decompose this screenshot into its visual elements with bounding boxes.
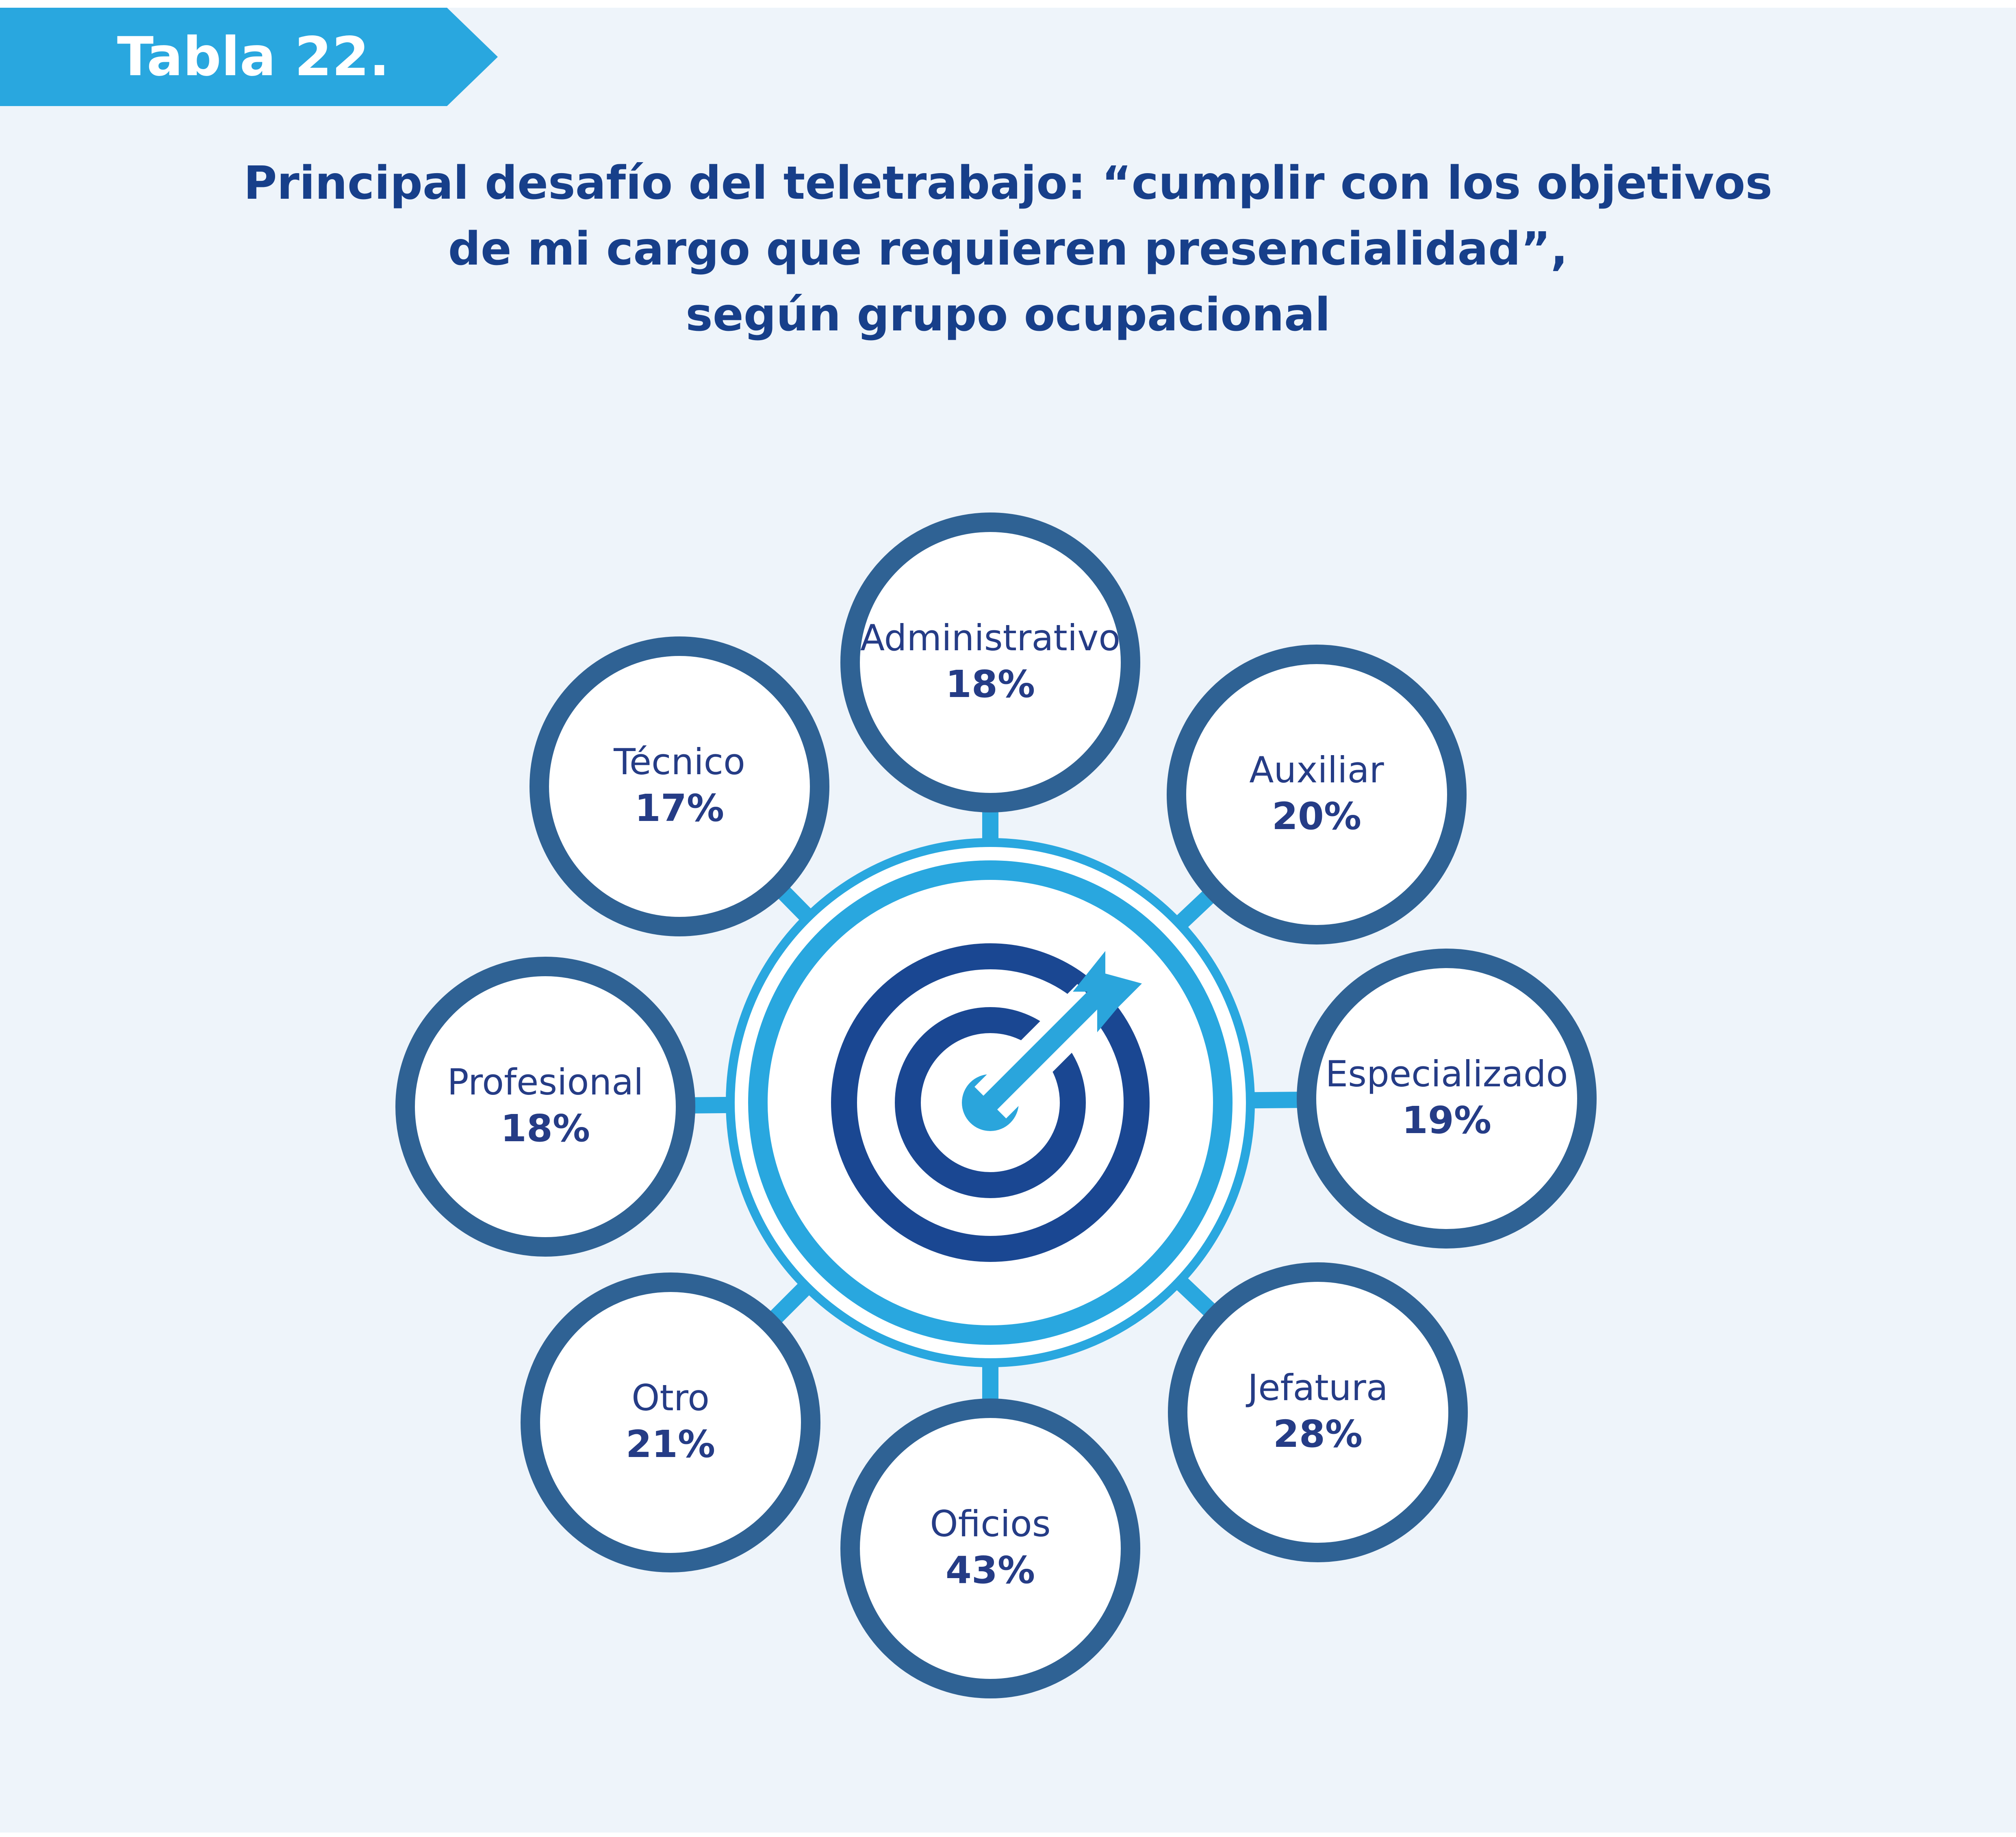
node-circle [1168,1262,1468,1562]
node-circle [521,1272,820,1572]
nodes: Administrativo18%Auxiliar20%Especializad… [395,512,1597,1698]
node-circle [1297,949,1597,1249]
node-name: Profesional [447,1061,643,1103]
node-name: Administrativo [860,617,1120,659]
arrow-shaft [981,986,1107,1112]
title-line-2: de mi cargo que requieren presencialidad… [448,223,1568,276]
node-name: Otro [631,1377,710,1419]
target-arrow-icon [831,943,1150,1262]
node-circle [529,636,829,936]
table-tag [0,8,498,106]
table-tag-label: Tabla 22. [117,26,390,88]
node-name: Oficios [930,1503,1050,1545]
node-name: Auxiliar [1249,749,1384,791]
node-value: 18% [946,662,1035,706]
target-ring-inner [895,1007,1086,1198]
node-name: Técnico [613,741,745,783]
node-value: 19% [1402,1099,1491,1142]
node-name: Jefatura [1246,1367,1388,1409]
node-value: 28% [1273,1412,1363,1456]
title-line-3: según grupo ocupacional [686,289,1330,341]
node-circle [840,1398,1140,1698]
node-value: 21% [626,1422,715,1466]
node-circle [840,512,1140,812]
node-circle [395,957,695,1257]
node-value: 18% [501,1107,590,1150]
node-value: 17% [635,786,724,830]
node-circle [1167,645,1467,945]
arrow-fletch-tip [1097,971,1142,1016]
node-name: Especializado [1326,1053,1568,1095]
node-value: 20% [1272,795,1361,838]
arrow-fletch-top [1073,951,1105,992]
page-title: Principal desafío del teletrabajo: “cump… [122,150,1894,348]
title-line-1: Principal desafío del teletrabajo: “cump… [243,157,1773,210]
target-ring-outer [831,943,1150,1262]
node-value: 43% [946,1548,1035,1592]
